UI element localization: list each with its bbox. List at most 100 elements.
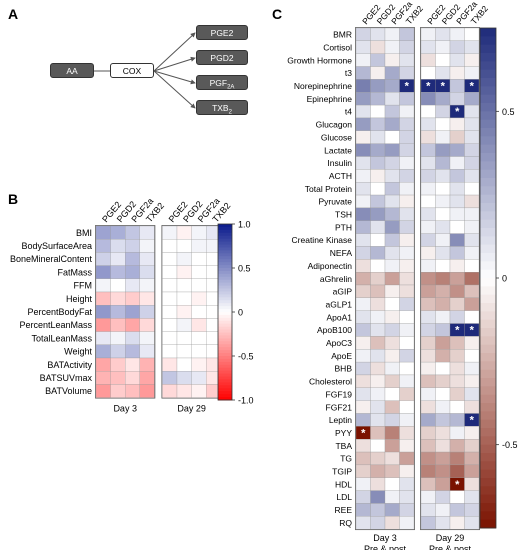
heatmap-cell [384,156,400,170]
heatmap-cell [420,439,436,453]
row-label: REE [335,505,353,515]
heatmap-cell [191,318,207,332]
heatmap-cell [384,143,400,157]
heatmap-cell [449,40,465,54]
heatmap-cell [139,318,155,332]
heatmap-cell [464,439,480,453]
heatmap-cell [370,130,386,144]
heatmap-cell [420,194,436,209]
heatmap-cell [162,239,178,253]
heatmap-cell [384,426,400,440]
row-label: BHB [335,364,353,374]
colorbar-segment [218,294,232,298]
heatmap-cell [139,252,155,266]
colorbar-segment [480,211,496,221]
heatmap-cell [449,387,465,401]
heatmap-cell [449,259,465,273]
heatmap-cell [420,336,436,350]
heatmap-cell [384,233,400,247]
row-label: Norepinephrine [294,81,352,91]
colorbar-segment [480,269,496,279]
heatmap-cell [125,239,140,253]
colorbar-segment [218,268,232,272]
heatmap-cell [370,27,386,42]
colorbar-segment [218,326,232,331]
row-label: TGIP [332,467,352,477]
heatmap-cell [139,371,155,385]
colorbar-segment [218,312,232,316]
heatmap-cell [95,239,111,253]
heatmap-cell [464,361,480,376]
colorbar-tick-label: 0 [238,308,243,318]
colorbar-segment [218,323,232,328]
colorbar-segment [480,128,496,137]
heatmap-cell [449,490,465,504]
colorbar-segment [480,244,496,254]
heatmap-cell [464,233,480,247]
panel-a-letter: A [8,6,19,22]
heatmap-cell [191,305,207,319]
heatmap-cell [176,357,192,372]
heatmap-cell [355,336,371,350]
heatmap-cell [449,182,465,196]
heatmap-cell [420,104,436,119]
colorbar-segment [480,86,496,96]
heatmap-cell [355,104,371,119]
heatmap-cell [399,451,415,466]
heatmap-cell [384,194,400,209]
heatmap-cell [355,503,371,517]
heatmap-cell [125,225,140,240]
heatmap-cell [191,239,207,253]
heatmap-cell [191,344,207,359]
colorbar-segment [480,469,496,479]
row-label: LDL [336,492,352,502]
heatmap-cell [370,271,386,286]
heatmap-cell [355,477,371,491]
heatmap-cell [449,297,465,311]
heatmap-cell [191,278,207,293]
heatmap-cell [449,439,465,453]
heatmap-cell [420,349,436,363]
heatmap-cell [355,400,371,414]
group-frame-2 [420,27,480,531]
colorbar-segment [480,494,496,504]
heatmap-cell [464,27,480,42]
heatmap-cell [420,27,436,42]
heatmap-cell [125,278,140,293]
heatmap-cell [125,331,140,345]
colorbar-segment [218,291,232,295]
row-label: Weight [64,347,92,357]
heatmap-cell [449,130,465,144]
heatmap-cell [464,284,480,299]
heatmap-cell [435,297,451,311]
colorbar-segment [218,306,232,310]
heatmap-cell [384,271,400,286]
colorbar-segment [218,367,232,372]
colorbar-tick-label: -1.0 [238,396,254,406]
colorbar-segment [218,256,232,260]
pgf-label: PGF [209,78,228,88]
heatmap-cell [464,349,480,363]
row-label: PercentLeanMass [19,320,92,330]
heatmap-cell [464,259,480,273]
heatmap-cell [176,252,192,266]
heatmap-cell [449,361,465,376]
colorbar-segment [218,265,232,269]
colorbar-segment [480,386,496,396]
heatmap-cell [95,225,111,240]
colorbar-segment [480,436,496,446]
heatmap-cell [464,194,480,209]
colorbar-segment [480,444,496,454]
colorbar-segment [218,376,232,380]
colorbar-segment [218,235,232,240]
heatmap-cell [125,305,140,319]
arrow-to-txb2 [153,70,196,109]
heatmap-cell [355,220,371,234]
colorbar-segment [480,261,496,271]
heatmap-cell [435,40,451,54]
heatmap-cell [370,426,386,440]
heatmap-cell [464,130,480,144]
heatmap-cell [449,233,465,247]
heatmap-cell [355,361,371,376]
colorbar-segment [218,259,232,263]
